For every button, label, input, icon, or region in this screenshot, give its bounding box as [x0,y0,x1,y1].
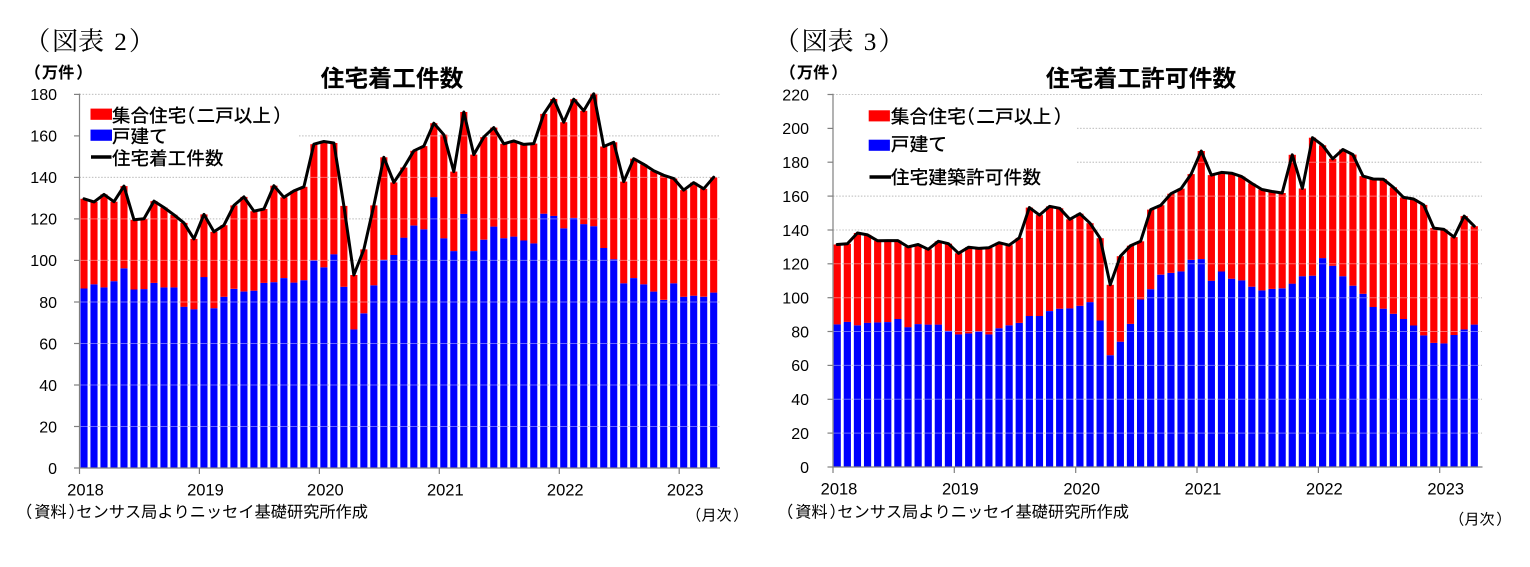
svg-text:160: 160 [30,129,57,146]
svg-text:2019: 2019 [942,481,979,499]
svg-text:20: 20 [791,426,809,443]
svg-text:160: 160 [782,189,809,206]
svg-text:80: 80 [791,324,809,341]
svg-text:60: 60 [791,358,809,375]
svg-text:140: 140 [30,170,57,187]
svg-text:20: 20 [39,419,57,436]
svg-text:3: 3 [864,29,877,56]
svg-text:2019: 2019 [187,482,224,500]
svg-text:180: 180 [30,87,57,104]
svg-text:2018: 2018 [67,482,104,500]
svg-text:120: 120 [30,212,57,229]
svg-text:200: 200 [782,121,809,138]
svg-text:0: 0 [800,460,809,477]
svg-text:2020: 2020 [1063,481,1100,499]
svg-text:100: 100 [782,290,809,307]
svg-text:2022: 2022 [547,482,584,500]
svg-text:220: 220 [782,87,809,104]
svg-text:2020: 2020 [307,482,344,500]
svg-text:2: 2 [114,29,127,56]
svg-text:2022: 2022 [1306,481,1343,499]
svg-text:80: 80 [39,295,57,312]
svg-text:140: 140 [782,223,809,240]
svg-text:2021: 2021 [1185,481,1222,499]
svg-text:120: 120 [782,257,809,274]
svg-text:100: 100 [30,253,57,270]
svg-text:0: 0 [48,461,57,478]
svg-text:40: 40 [791,392,809,409]
svg-text:2021: 2021 [427,482,464,500]
svg-text:180: 180 [782,155,809,172]
svg-text:2023: 2023 [667,482,704,500]
svg-text:60: 60 [39,336,57,353]
svg-text:40: 40 [39,378,57,395]
svg-text:2018: 2018 [821,481,858,499]
svg-text:2023: 2023 [1427,481,1464,499]
